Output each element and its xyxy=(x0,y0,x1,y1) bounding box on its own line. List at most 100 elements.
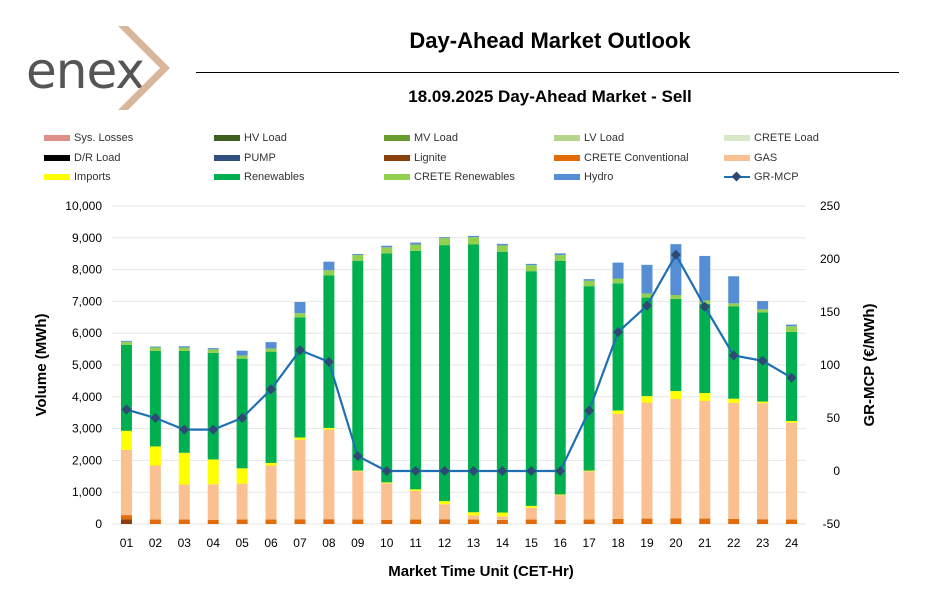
bar-segment xyxy=(467,515,479,520)
bar-segment xyxy=(381,245,393,248)
y2-tick-label: 100 xyxy=(820,358,840,372)
bar-segment xyxy=(207,352,219,460)
bar-segment xyxy=(381,253,393,483)
mcp-point xyxy=(526,466,537,476)
bar-segment xyxy=(352,470,364,472)
legend-swatch xyxy=(724,155,750,161)
bar-segment xyxy=(525,263,537,266)
bar-segment xyxy=(525,265,537,272)
bar-segment xyxy=(265,462,277,466)
bar-segment xyxy=(670,244,682,296)
mcp-point xyxy=(584,405,595,416)
y-tick-label: 6,000 xyxy=(72,326,102,340)
x-tick-label: 09 xyxy=(351,536,365,550)
bar-segment xyxy=(439,245,451,502)
bar-segment xyxy=(641,264,653,294)
x-tick-label: 11 xyxy=(409,536,422,550)
mcp-point xyxy=(439,466,450,476)
bar-segment xyxy=(612,283,624,411)
x-axis-title: Market Time Unit (CET-Hr) xyxy=(388,563,574,580)
legend-swatch xyxy=(44,155,70,161)
bar-segment xyxy=(323,519,335,524)
legend-swatch xyxy=(554,155,580,161)
bar-segment xyxy=(381,247,393,254)
x-tick-label: 18 xyxy=(611,536,625,550)
bar-segment xyxy=(612,278,624,284)
mcp-point xyxy=(150,413,161,423)
bar-segment xyxy=(236,350,248,356)
mcp-point xyxy=(786,372,797,383)
chart-subtitle: 18.09.2025 Day-Ahead Market - Sell xyxy=(408,87,692,106)
mcp-point xyxy=(237,413,248,423)
legend-label: Sys. Losses xyxy=(74,132,134,144)
mcp-line xyxy=(121,249,797,476)
bar-segment xyxy=(525,507,537,520)
bar-segment xyxy=(265,465,277,520)
bar-segment xyxy=(439,238,451,246)
mcp-point xyxy=(757,355,768,366)
bar-segment xyxy=(149,465,161,520)
legend-label: MV Load xyxy=(414,132,459,144)
bar-segment xyxy=(786,420,798,423)
bar-segment xyxy=(236,483,248,520)
bar-segment xyxy=(699,518,711,524)
bar-segment xyxy=(207,349,219,353)
mcp-point xyxy=(468,466,479,476)
bar-segment xyxy=(467,235,479,238)
bar-segment xyxy=(236,519,248,524)
bar-segment xyxy=(757,403,769,520)
bar-segment xyxy=(467,512,479,516)
x-tick-label: 12 xyxy=(438,536,452,550)
y-tick-label: 9,000 xyxy=(72,231,102,245)
bar-segment xyxy=(554,495,566,520)
x-tick-label: 23 xyxy=(756,536,770,550)
bar-segment xyxy=(699,400,711,519)
legend-swatch xyxy=(724,135,750,141)
legend-label: Lignite xyxy=(414,152,447,164)
bar-segment xyxy=(178,484,190,520)
bar-segment xyxy=(294,317,306,438)
x-tick-label: 10 xyxy=(380,536,394,550)
enex-logo: enex xyxy=(20,22,180,97)
bar-segment xyxy=(352,254,364,255)
bar-segment xyxy=(670,295,682,299)
legend-swatch xyxy=(44,135,70,141)
y2-tick-label: 250 xyxy=(820,199,840,213)
bar-segment xyxy=(554,253,566,255)
bar-segment xyxy=(149,346,161,348)
x-tick-label: 03 xyxy=(178,536,192,550)
bar-segment xyxy=(178,347,190,352)
y-tick-label: 3,000 xyxy=(72,422,102,436)
y2-tick-label: 50 xyxy=(827,411,841,425)
x-tick-label: 08 xyxy=(322,536,336,550)
bar-segment xyxy=(323,261,335,271)
bar-segment xyxy=(583,286,595,471)
mcp-point xyxy=(208,424,219,435)
y2-tick-label: 200 xyxy=(820,252,840,266)
mcp-point xyxy=(294,345,305,356)
bar-segment xyxy=(757,519,769,524)
title-divider xyxy=(196,72,899,73)
bar-segment xyxy=(641,297,653,397)
bar-segment xyxy=(149,347,161,352)
x-tick-label: 21 xyxy=(698,536,712,550)
y-axis-title: Volume (MWh) xyxy=(33,313,50,416)
bar-segment xyxy=(352,254,364,261)
logo-chevron xyxy=(118,26,170,110)
bar-segment xyxy=(120,344,132,431)
legend-swatch xyxy=(214,135,240,141)
bar-segment xyxy=(786,324,798,327)
bar-segment xyxy=(525,505,537,508)
bar-segment xyxy=(728,398,740,403)
y2-tick-label: 0 xyxy=(833,464,840,478)
mcp-point xyxy=(352,451,363,462)
legend-label: CRETE Renewables xyxy=(414,171,515,183)
x-tick-label: 20 xyxy=(669,536,683,550)
bar-segment xyxy=(294,302,306,314)
bar-segment xyxy=(670,391,682,400)
legend-swatch xyxy=(214,174,240,180)
mcp-point xyxy=(699,301,710,312)
bar-segment xyxy=(699,303,711,393)
bar-segment xyxy=(757,401,769,404)
